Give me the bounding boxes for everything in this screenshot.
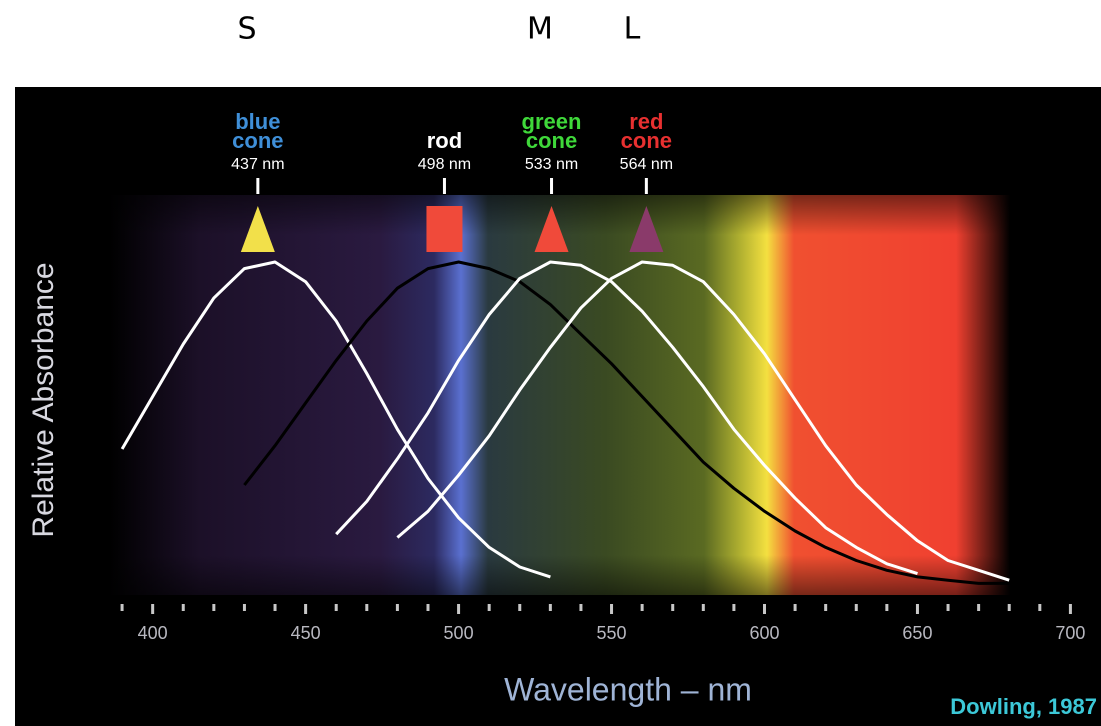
x-tick-label: 500 bbox=[444, 623, 474, 643]
x-tick-label: 550 bbox=[597, 623, 627, 643]
peak-marker bbox=[426, 206, 462, 252]
y-axis-label: Relative Absorbance bbox=[27, 262, 60, 537]
series-label: green cone bbox=[507, 112, 597, 150]
page: S M L Relative Absorbance Wavelength – n… bbox=[0, 0, 1101, 726]
cone-letter: S bbox=[237, 12, 256, 47]
peak-label: 564 nm bbox=[620, 156, 673, 173]
series-label: rod bbox=[399, 131, 489, 150]
cone-letter: M bbox=[527, 12, 553, 47]
series-label: blue cone bbox=[213, 112, 303, 150]
x-tick-label: 650 bbox=[902, 623, 932, 643]
peak-label: 498 nm bbox=[418, 156, 471, 173]
spectrum-fade bbox=[110, 195, 1010, 595]
x-tick-label: 400 bbox=[138, 623, 168, 643]
peak-label: 437 nm bbox=[231, 156, 284, 173]
x-tick-label: 450 bbox=[291, 623, 321, 643]
peak-label: 533 nm bbox=[525, 156, 578, 173]
series-label: red cone bbox=[601, 112, 691, 150]
x-tick-label: 600 bbox=[749, 623, 779, 643]
x-tick-label: 700 bbox=[1055, 623, 1085, 643]
cone-letter: L bbox=[624, 12, 641, 47]
credit: Dowling, 1987 bbox=[950, 694, 1097, 719]
x-axis-label: Wavelength – nm bbox=[504, 671, 752, 707]
